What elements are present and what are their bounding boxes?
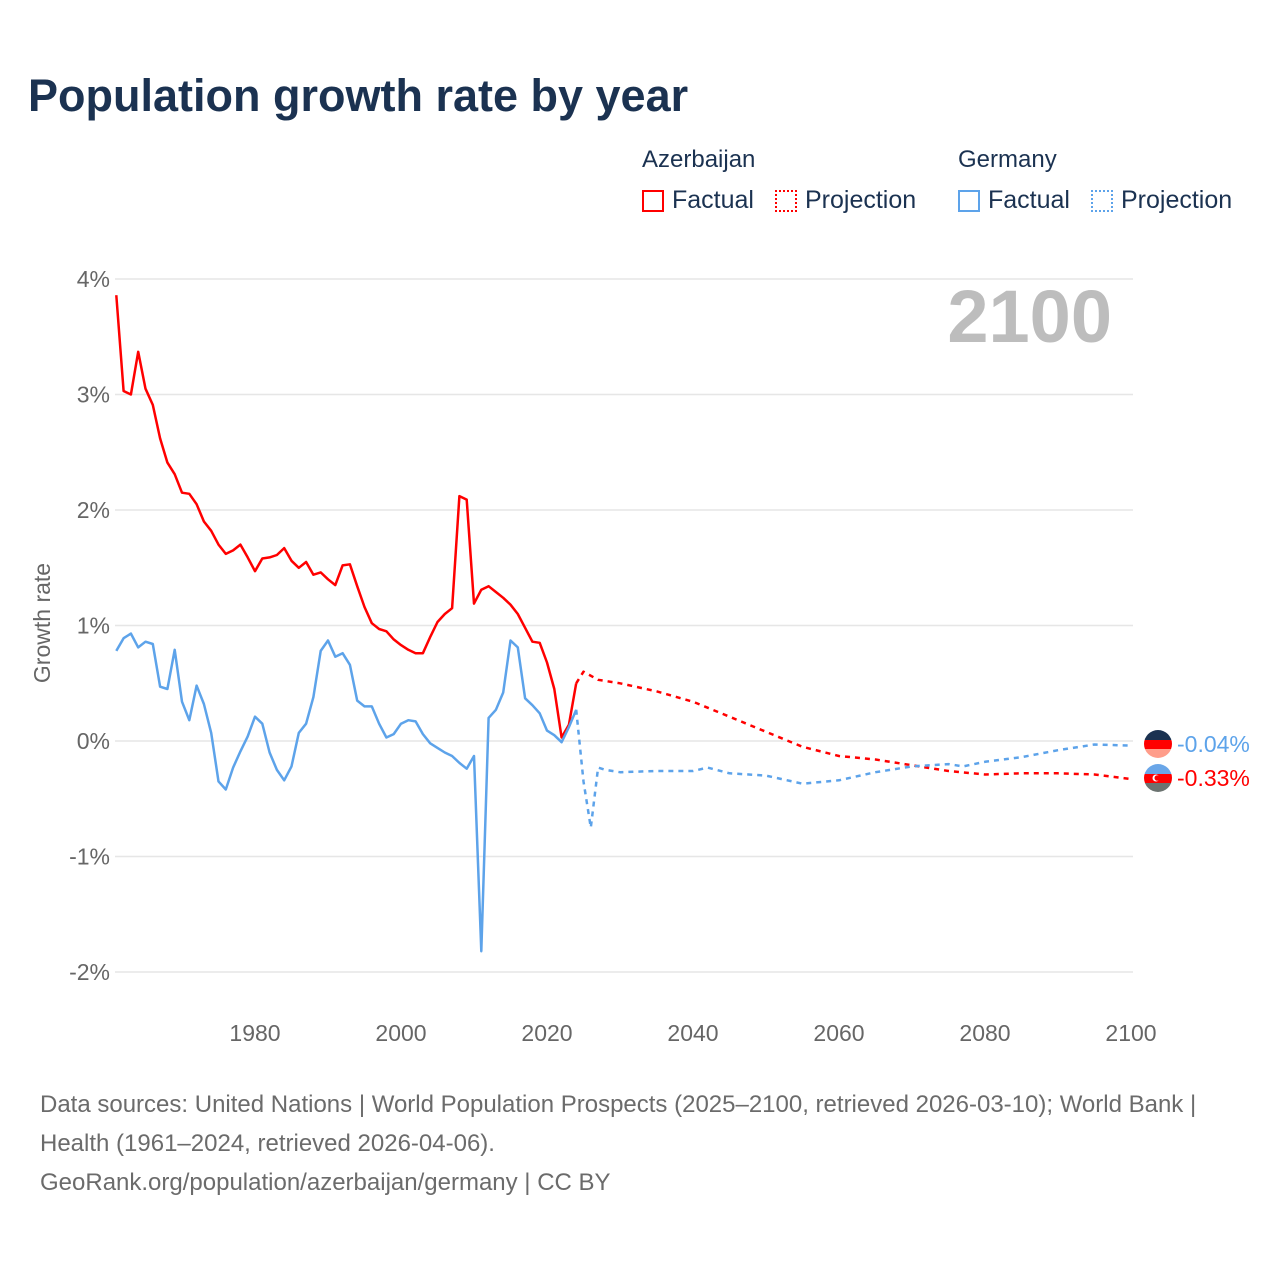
y-tick-label: -2% [69, 959, 110, 985]
germany-end-value: -0.04% [1177, 731, 1250, 757]
year-watermark: 2100 [947, 275, 1112, 358]
legend-germany-projection[interactable]: Projection [1091, 186, 1232, 215]
germany-projection-line [574, 709, 1132, 829]
legend-azerbaijan-heading: Azerbaijan [642, 146, 756, 173]
legend-azerbaijan-factual[interactable]: Factual [642, 186, 754, 215]
footer-link[interactable]: GeoRank.org/population/azerbaijan/german… [40, 1169, 611, 1196]
chart-title: Population growth rate by year [28, 70, 689, 121]
germany-factual-line [115, 632, 578, 953]
legend-label: Factual [988, 186, 1070, 214]
germany-end-marker: -0.04% [1144, 730, 1250, 758]
y-tick-label: 4% [77, 266, 110, 292]
solid-swatch-icon [958, 189, 980, 212]
azerbaijan-end-marker: -0.33% [1144, 764, 1250, 792]
footer-sources: Data sources: United Nations | World Pop… [40, 1091, 1197, 1157]
legend-azerbaijan-projection[interactable]: Projection [775, 186, 916, 215]
y-tick-label: 0% [77, 728, 110, 754]
x-tick-label: 2020 [521, 1020, 572, 1046]
legend-label: Projection [805, 186, 917, 214]
x-tick-label: 2040 [667, 1020, 718, 1046]
legend-label: Projection [1121, 186, 1233, 214]
y-axis-label: Growth rate [29, 563, 55, 683]
x-tick-label: 2000 [375, 1020, 426, 1046]
germany-flag-icon [1144, 730, 1172, 758]
azerbaijan-flag-icon [1144, 764, 1172, 792]
legend-germany-heading: Germany [958, 146, 1057, 173]
y-tick-label: 3% [77, 382, 110, 408]
line-chart: 4% 3% 2% 1% 0% -1% -2% 1980 2000 2020 2040 2060 2080… [29, 266, 1250, 1046]
azerbaijan-end-value: -0.33% [1177, 765, 1250, 791]
y-tick-label: 1% [77, 613, 110, 639]
azerbaijan-projection-line [575, 670, 1132, 781]
x-tick-label: 2060 [813, 1020, 864, 1046]
x-tick-label: 2100 [1105, 1020, 1156, 1046]
dotted-swatch-icon [775, 189, 797, 212]
y-tick-label: 2% [77, 497, 110, 523]
solid-swatch-icon [642, 189, 664, 212]
x-tick-label: 2080 [959, 1020, 1010, 1046]
legend-germany-factual[interactable]: Factual [958, 186, 1070, 215]
legend-label: Factual [672, 186, 754, 214]
y-tick-label: -1% [69, 844, 110, 870]
x-tick-label: 1980 [229, 1020, 280, 1046]
dotted-swatch-icon [1091, 189, 1113, 212]
azerbaijan-factual-line [115, 295, 578, 739]
